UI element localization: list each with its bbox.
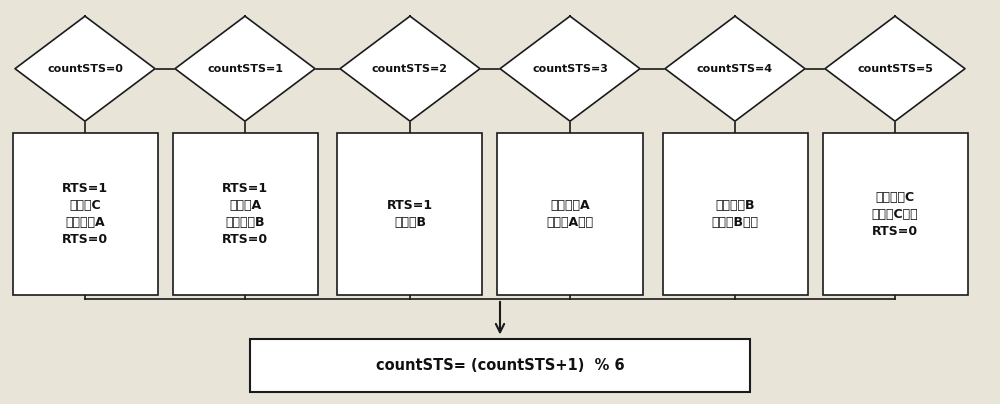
Polygon shape: [15, 16, 155, 121]
Text: countSTS=5: countSTS=5: [857, 64, 933, 74]
Text: countSTS=4: countSTS=4: [697, 64, 773, 74]
Text: countSTS= (countSTS+1)  % 6: countSTS= (countSTS+1) % 6: [376, 358, 624, 373]
Bar: [662, 133, 808, 295]
Text: countSTS=0: countSTS=0: [47, 64, 123, 74]
Text: 选通星敏A
发星敏A指令: 选通星敏A 发星敏A指令: [546, 199, 594, 229]
Bar: [337, 133, 482, 295]
Bar: [822, 133, 968, 295]
Bar: [13, 133, 158, 295]
Bar: [173, 133, 318, 295]
Polygon shape: [175, 16, 315, 121]
Polygon shape: [340, 16, 480, 121]
Text: RTS=1
读星敏A
选通星敏B
RTS=0: RTS=1 读星敏A 选通星敏B RTS=0: [222, 182, 268, 246]
Text: countSTS=2: countSTS=2: [372, 64, 448, 74]
Bar: [250, 339, 750, 392]
Polygon shape: [825, 16, 965, 121]
Text: RTS=1
读星敏B: RTS=1 读星敏B: [387, 199, 433, 229]
Polygon shape: [500, 16, 640, 121]
Text: 选通星敏C
发星敏C指令
RTS=0: 选通星敏C 发星敏C指令 RTS=0: [872, 191, 918, 238]
Bar: [497, 133, 642, 295]
Text: RTS=1
读星敏C
选通星敏A
RTS=0: RTS=1 读星敏C 选通星敏A RTS=0: [62, 182, 108, 246]
Text: countSTS=1: countSTS=1: [207, 64, 283, 74]
Polygon shape: [665, 16, 805, 121]
Text: 选通星敏B
发星敏B指令: 选通星敏B 发星敏B指令: [712, 199, 759, 229]
Text: countSTS=3: countSTS=3: [532, 64, 608, 74]
